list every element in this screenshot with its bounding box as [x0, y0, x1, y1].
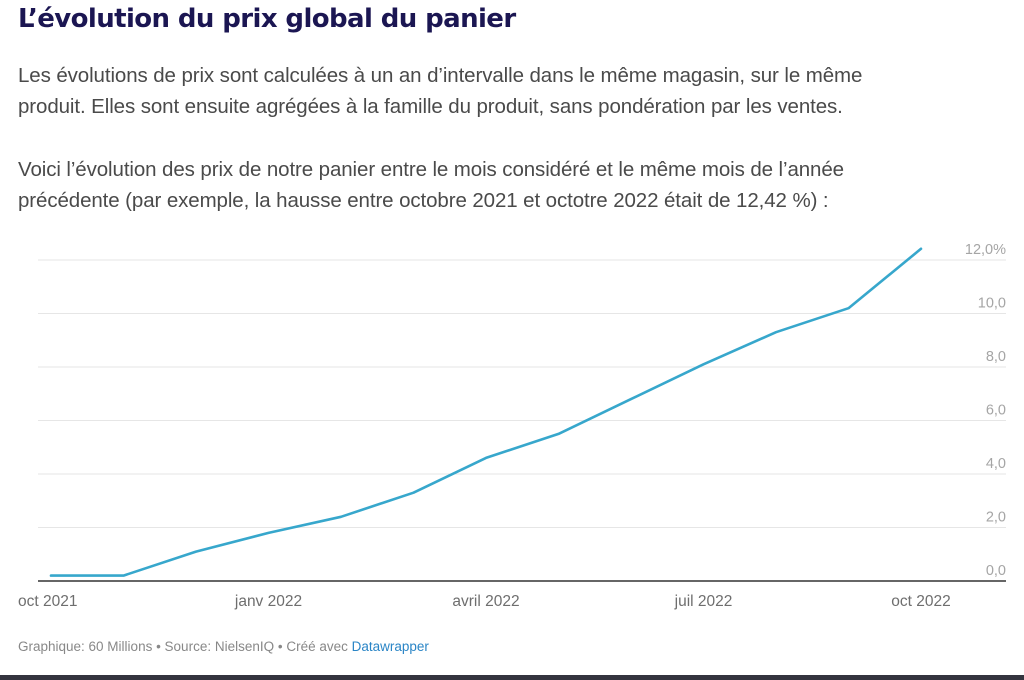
chart-footer: Graphique: 60 Millions • Source: Nielsen… [18, 639, 429, 654]
data-point[interactable] [409, 488, 419, 498]
description-line: Voici l’évolution des prix de notre pani… [18, 158, 844, 181]
chart-title: L’évolution du prix global du panier [18, 4, 516, 34]
data-point[interactable] [554, 429, 564, 439]
taskbar-strip [0, 675, 1024, 680]
data-point[interactable] [699, 359, 709, 369]
data-point[interactable] [191, 547, 201, 557]
data-point[interactable] [264, 528, 274, 538]
description-line: Les évolutions de prix sont calculées à … [18, 64, 863, 87]
description-line: produit. Elles sont ensuite agrégées à l… [18, 95, 843, 118]
data-point[interactable] [626, 394, 636, 404]
x-tick-label: oct 2022 [891, 593, 950, 610]
x-tick-label: oct 2021 [18, 593, 77, 610]
data-point[interactable] [481, 453, 491, 463]
description-line: précédente (par exemple, la hausse entre… [18, 189, 829, 212]
data-point[interactable] [916, 244, 926, 254]
y-tick-label: 2,0 [986, 510, 1006, 526]
x-axis-ticks: oct 2021 janv 2022 avril 2022 juil 2022 oct … [18, 593, 951, 610]
data-point[interactable] [46, 571, 56, 581]
data-point[interactable] [844, 303, 854, 313]
y-tick-label: 6,0 [986, 403, 1006, 419]
y-tick-label: 10,0 [978, 296, 1006, 312]
data-point[interactable] [336, 512, 346, 522]
gridlines [38, 259, 1006, 582]
x-tick-label: janv 2022 [234, 593, 302, 610]
data-point[interactable] [119, 571, 129, 581]
footer-credit: Graphique: 60 Millions • Source: Nielsen… [18, 639, 352, 654]
y-tick-label: 8,0 [986, 349, 1006, 365]
y-axis-ticks: 0,0 2,0 4,0 6,0 8,0 10,0 12,0% [965, 242, 1006, 579]
y-tick-label: 4,0 [986, 456, 1006, 472]
series-layer [46, 244, 926, 581]
description-paragraph-method: Les évolutions de prix sont calculées à … [18, 60, 862, 122]
datawrapper-link[interactable]: Datawrapper [351, 639, 429, 654]
y-tick-label: 12,0% [965, 242, 1006, 258]
y-tick-label: 0,0 [986, 563, 1006, 579]
series-line [49, 247, 923, 577]
x-tick-label: avril 2022 [452, 593, 519, 610]
description-paragraph-explanation: Voici l’évolution des prix de notre pani… [18, 154, 844, 216]
data-point[interactable] [771, 327, 781, 337]
x-tick-label: juil 2022 [674, 593, 733, 610]
line-chart: 0,0 2,0 4,0 6,0 8,0 10,0 12,0% oct 2021 janv 20… [18, 242, 1006, 610]
